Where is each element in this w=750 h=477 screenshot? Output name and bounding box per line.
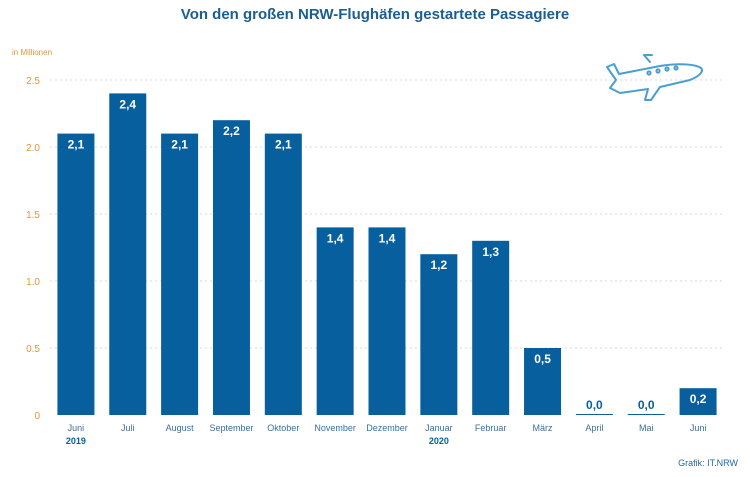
x-tick-label: Dezember bbox=[366, 423, 408, 433]
bar-value-label: 1,3 bbox=[482, 245, 499, 259]
bar bbox=[57, 133, 95, 415]
x-tick-label: September bbox=[209, 423, 253, 433]
x-tick-label: Juni bbox=[68, 423, 85, 433]
y-axis-label: in Millionen bbox=[12, 48, 52, 57]
bars: 2,1 2,4 2,1 2,2 2,1 1,4 1,4 1,2 1,3 0,5 0,0 0,0 0,2 bbox=[57, 93, 717, 416]
year-label: 2020 bbox=[429, 436, 449, 446]
bar bbox=[420, 254, 458, 415]
bar-value-label: 0,0 bbox=[638, 398, 655, 412]
x-tick-label: November bbox=[314, 423, 356, 433]
x-tick-label: Juni bbox=[690, 423, 707, 433]
bar-value-label: 1,2 bbox=[431, 258, 448, 272]
x-axis-labels: Juni Juli August September Oktober November De… bbox=[66, 423, 706, 446]
x-tick-label: März bbox=[533, 423, 553, 433]
airplane-icon bbox=[606, 54, 703, 101]
y-tick-label: 0.5 bbox=[26, 344, 40, 355]
x-tick-label: August bbox=[166, 423, 195, 433]
bar-value-label: 0,5 bbox=[534, 352, 551, 366]
y-axis-ticks: 0 0.5 1.0 1.5 2.0 2.5 bbox=[26, 76, 40, 422]
bar-value-label: 2,2 bbox=[223, 124, 240, 138]
bar-value-label: 1,4 bbox=[327, 231, 344, 245]
x-tick-label: Mai bbox=[639, 423, 654, 433]
bar-value-label: 2,1 bbox=[275, 138, 292, 152]
bar bbox=[368, 227, 406, 415]
y-tick-label: 0 bbox=[34, 411, 40, 422]
bar-value-label: 2,4 bbox=[119, 97, 136, 111]
x-tick-label: Januar bbox=[425, 423, 453, 433]
bar bbox=[472, 240, 510, 415]
bar-value-label: 1,4 bbox=[379, 231, 396, 245]
x-tick-label: Juli bbox=[121, 423, 135, 433]
bar bbox=[679, 388, 717, 415]
bar bbox=[161, 133, 199, 415]
y-tick-label: 2.0 bbox=[26, 143, 40, 154]
y-tick-label: 1.5 bbox=[26, 210, 40, 221]
bar bbox=[109, 93, 147, 416]
chart-title: Von den großen NRW-Flughäfen gestartete … bbox=[180, 6, 570, 23]
x-tick-label: Februar bbox=[475, 423, 507, 433]
bar-value-label: 2,1 bbox=[68, 138, 85, 152]
y-tick-label: 1.0 bbox=[26, 277, 40, 288]
bar bbox=[264, 133, 302, 415]
bar bbox=[627, 414, 665, 415]
bar bbox=[212, 120, 250, 415]
y-tick-label: 2.5 bbox=[26, 76, 40, 87]
bar-value-label: 2,1 bbox=[171, 138, 188, 152]
bar bbox=[524, 348, 562, 415]
x-tick-label: April bbox=[585, 423, 603, 433]
bar bbox=[575, 414, 613, 415]
x-tick-label: Oktober bbox=[267, 423, 299, 433]
year-label: 2019 bbox=[66, 436, 86, 446]
bar bbox=[316, 227, 354, 415]
bar-value-label: 0,0 bbox=[586, 398, 603, 412]
bar-value-label: 0,2 bbox=[690, 392, 707, 406]
source-credit: Grafik: IT.NRW bbox=[678, 458, 738, 468]
